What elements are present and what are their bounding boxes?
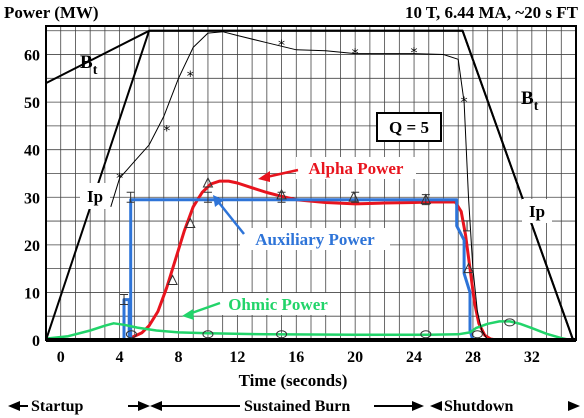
x-tick-label: 28 bbox=[465, 349, 481, 366]
marker-alpha-power bbox=[167, 274, 178, 286]
marker-density: * bbox=[116, 171, 123, 187]
ohmic-power-label: Ohmic Power bbox=[228, 295, 328, 314]
marker-auxiliary-power bbox=[463, 220, 472, 232]
phase-sustained-burn: Sustained Burn bbox=[150, 398, 424, 415]
y-tick-label: 0 bbox=[32, 333, 40, 350]
y-tick-label: 50 bbox=[24, 95, 40, 112]
marker-ohmic-power bbox=[420, 330, 432, 339]
x-tick-label: 32 bbox=[524, 349, 540, 366]
x-tick-label: 24 bbox=[406, 349, 422, 366]
ip-left-bg bbox=[80, 183, 110, 209]
marker-auxiliary-power bbox=[126, 191, 135, 203]
aux-pointer-line bbox=[215, 198, 245, 235]
marker-alpha-power bbox=[463, 262, 474, 274]
x-tick-label: 16 bbox=[288, 349, 304, 366]
burn-left-arrow bbox=[150, 401, 162, 411]
grid bbox=[45, 26, 577, 341]
marker-density: * bbox=[461, 95, 468, 111]
y-tick-label: 60 bbox=[24, 48, 40, 65]
marker-auxiliary-power bbox=[120, 294, 129, 306]
x-tick-label: 8 bbox=[175, 349, 183, 366]
q-value-box bbox=[376, 112, 442, 142]
marker-alpha-power bbox=[348, 191, 360, 202]
marker-ohmic-power bbox=[504, 318, 516, 327]
shutdown-left-arrow bbox=[430, 401, 442, 411]
chart-title-right: 10 T, 6.44 MA, ~20 s FT bbox=[405, 3, 579, 22]
ip-left-label: Ip bbox=[87, 187, 103, 206]
x-axis-label: Time (seconds) bbox=[239, 371, 348, 390]
series-alpha-power-line bbox=[130, 179, 497, 342]
sustained-burn-label: Sustained Burn bbox=[244, 398, 350, 415]
alpha-label-bg bbox=[296, 157, 416, 179]
phase-startup: Startup bbox=[8, 398, 150, 415]
alpha-power-label: Alpha Power bbox=[309, 159, 404, 178]
marker-density: * bbox=[163, 124, 170, 140]
y-tick-label: 10 bbox=[24, 285, 40, 302]
marker-alpha-power bbox=[184, 217, 196, 228]
ip-right-label: Ip bbox=[529, 202, 545, 221]
markers: * * * * * * * bbox=[116, 38, 516, 339]
series-density-line bbox=[110, 31, 489, 341]
tick-labels: 0 4 8 12 16 20 24 28 32 0 10 20 30 40 50 60 bbox=[24, 48, 540, 366]
bt-right-label: Bt bbox=[521, 88, 539, 114]
marker-auxiliary-power bbox=[421, 194, 430, 206]
plot-frame bbox=[45, 25, 577, 341]
series-ohmic-power-line bbox=[45, 320, 571, 342]
bt-left-label: Bt bbox=[80, 52, 98, 78]
marker-ohmic-power bbox=[276, 330, 288, 339]
marker-auxiliary-power bbox=[277, 191, 286, 203]
x-tick-label: 20 bbox=[347, 349, 363, 366]
marker-ohmic-power bbox=[125, 330, 137, 339]
ohmic-pointer-arrowhead bbox=[182, 309, 194, 320]
marker-auxiliary-power bbox=[203, 191, 212, 203]
startup-left-arrow bbox=[8, 401, 20, 411]
x-tick-label: 4 bbox=[116, 349, 124, 366]
shutdown-right-arrow bbox=[568, 401, 580, 411]
marker-ohmic-power bbox=[202, 330, 214, 339]
marker-density: * bbox=[278, 38, 285, 54]
series-auxiliary-power-line bbox=[122, 198, 475, 342]
marker-density: * bbox=[411, 46, 418, 62]
chart-title-left: Power (MW) bbox=[4, 3, 99, 22]
marker-alpha-power bbox=[202, 176, 214, 188]
ip-right-bg bbox=[522, 199, 552, 223]
y-tick-label: 30 bbox=[24, 190, 40, 207]
burn-right-arrow bbox=[412, 401, 424, 411]
marker-density: * bbox=[187, 69, 194, 85]
marker-ohmic-power bbox=[471, 330, 483, 339]
auxiliary-power-label: Auxiliary Power bbox=[255, 230, 375, 249]
x-tick-label: 12 bbox=[229, 349, 245, 366]
shutdown-label: Shutdown bbox=[444, 398, 513, 415]
phase-shutdown: Shutdown bbox=[430, 398, 580, 415]
startup-right-arrow bbox=[138, 401, 150, 411]
alpha-pointer-arrowhead bbox=[258, 171, 270, 182]
marker-density: * bbox=[352, 47, 359, 63]
y-tick-label: 20 bbox=[24, 238, 40, 255]
y-tick-label: 40 bbox=[24, 143, 40, 160]
q-value-text: Q = 5 bbox=[389, 118, 429, 137]
x-tick-label: 0 bbox=[57, 349, 65, 366]
marker-auxiliary-power bbox=[351, 191, 360, 203]
startup-label: Startup bbox=[31, 398, 84, 415]
aux-label-bg bbox=[240, 228, 390, 250]
aux-pointer-arrowhead bbox=[213, 195, 224, 207]
ohmic-label-bg bbox=[217, 293, 339, 315]
